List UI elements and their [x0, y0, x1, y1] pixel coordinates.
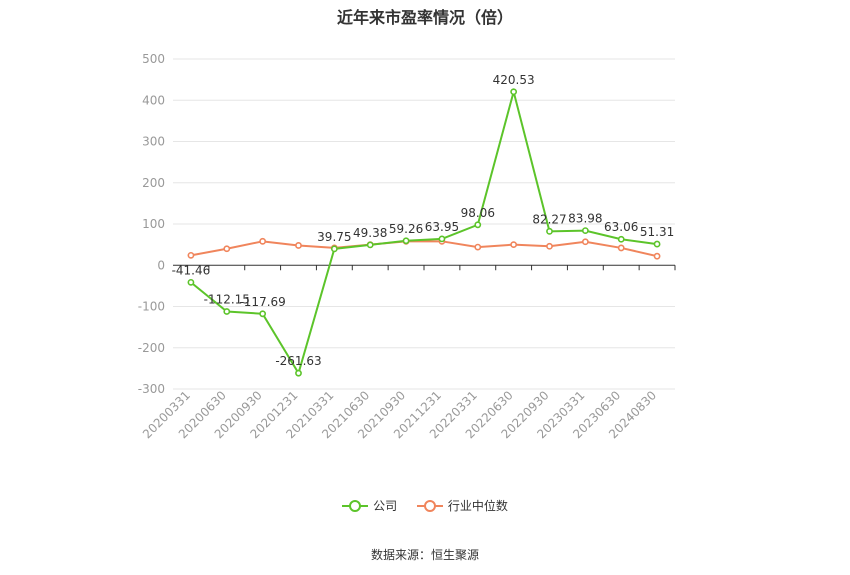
data-point-industry-median — [295, 242, 302, 249]
data-point-industry-median — [259, 237, 267, 245]
data-point-company — [366, 241, 374, 249]
legend-label-company: 公司 — [373, 499, 398, 513]
data-point-industry-median — [581, 238, 589, 246]
y-tick-label: 300 — [142, 135, 165, 149]
data-point-industry-median — [546, 242, 553, 250]
data-point-company — [187, 278, 195, 286]
data-label: -261.63 — [275, 354, 321, 368]
data-label: 59.26 — [389, 222, 423, 236]
data-point-company — [546, 227, 553, 235]
data-point-company — [474, 221, 482, 229]
legend-item-company[interactable]: 公司 — [342, 497, 397, 514]
legend-item-industry-median[interactable]: 行业中位数 — [416, 497, 508, 514]
series-line-company — [190, 87, 658, 376]
data-point-company — [295, 369, 302, 377]
y-tick-label: 500 — [142, 52, 165, 66]
data-point-company — [510, 88, 518, 96]
data-label: 83.98 — [568, 212, 602, 226]
y-tick-label: 400 — [142, 93, 165, 107]
data-point-company — [223, 308, 231, 315]
data-point-industry-median — [617, 244, 625, 252]
legend-marker-industry-median — [416, 499, 443, 512]
data-point-industry-median — [187, 251, 195, 259]
data-point-industry-median — [223, 245, 231, 253]
data-label: 63.95 — [425, 220, 459, 234]
chart-title: 近年来市盈率情况（倍） — [336, 8, 513, 27]
data-point-company — [259, 310, 267, 318]
legend-marker-company — [342, 499, 369, 512]
data-point-company — [581, 227, 589, 235]
data-point-industry-median — [653, 252, 661, 260]
data-point-company — [402, 237, 410, 245]
y-tick-label: -300 — [138, 382, 165, 396]
data-label: 98.06 — [461, 206, 495, 220]
data-point-company — [438, 235, 446, 243]
data-point-company — [330, 245, 338, 253]
data-label: -117.69 — [239, 295, 285, 309]
y-tick-label: 0 — [157, 258, 165, 272]
data-label: 51.31 — [640, 225, 674, 239]
data-label: 49.38 — [353, 226, 387, 240]
series-line-industry-median — [190, 240, 658, 258]
legend-label-industry-median: 行业中位数 — [447, 499, 508, 513]
y-tick-label: 200 — [142, 176, 165, 190]
data-label: 39.75 — [317, 230, 351, 244]
source-note: 数据来源：恒生聚源 — [370, 548, 479, 562]
data-point-industry-median — [510, 241, 518, 249]
data-point-industry-median — [474, 243, 482, 251]
data-label: 420.53 — [493, 73, 535, 87]
y-tick-label: -100 — [138, 300, 165, 314]
data-label: -41.46 — [172, 263, 211, 277]
legend: 公司 行业中位数 — [0, 497, 850, 516]
data-label: 82.27 — [532, 212, 566, 226]
y-tick-label: -200 — [138, 341, 165, 355]
data-point-company — [617, 235, 625, 243]
data-label: 63.06 — [604, 220, 638, 234]
data-point-company — [653, 240, 661, 248]
y-tick-label: 100 — [142, 217, 165, 231]
data-label: -112.15 — [204, 293, 250, 307]
